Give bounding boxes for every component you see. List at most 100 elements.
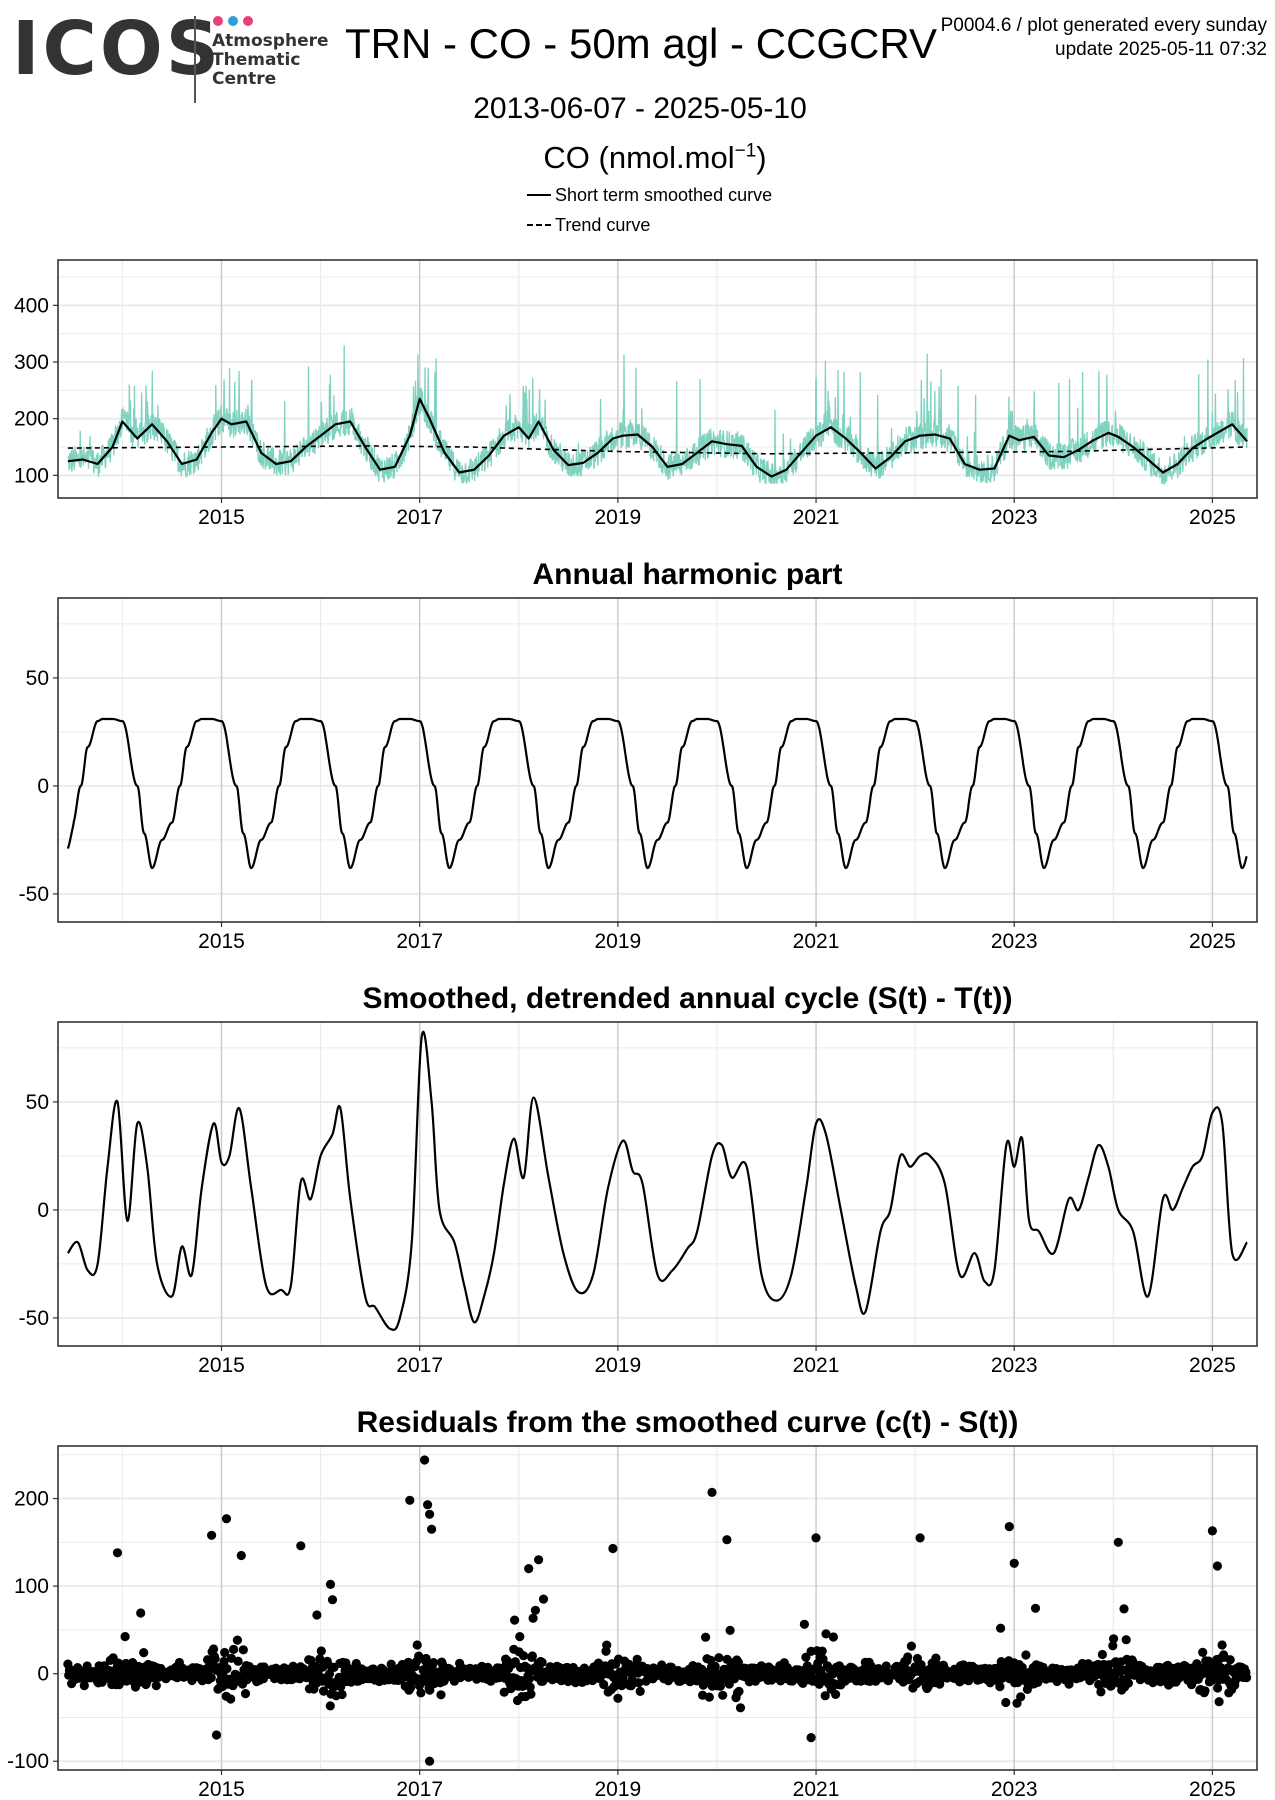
residual-point-outlier — [707, 1487, 717, 1497]
residual-point — [425, 1685, 435, 1695]
residual-point — [526, 1689, 536, 1699]
x-tick-label: 2021 — [793, 1778, 840, 1800]
residual-point — [903, 1652, 913, 1662]
residual-point-outlier — [112, 1548, 123, 1558]
residual-point-outlier — [915, 1533, 925, 1543]
x-tick-label: 2015 — [198, 1354, 245, 1377]
residual-point — [1217, 1640, 1227, 1650]
x-tick-label: 2017 — [396, 1778, 443, 1800]
x-tick-label: 2015 — [198, 1778, 245, 1800]
residual-point — [718, 1690, 728, 1700]
residual-point — [1030, 1603, 1041, 1613]
x-tick-label: 2021 — [793, 930, 840, 953]
residual-point — [412, 1640, 422, 1650]
panel-detrended-cycle: Smoothed, detrended annual cycle (S(t) -… — [19, 982, 1258, 1377]
panel-co-timeseries: 100 200 300 400 2015 2017 2019 2021 2023 2025 — [14, 259, 1258, 529]
legend-label-trend: Trend curve — [555, 214, 651, 235]
residual-point — [602, 1640, 612, 1650]
residual-point-outlier — [427, 1524, 437, 1534]
residual-point — [817, 1646, 827, 1656]
residual-point — [828, 1632, 839, 1642]
residual-point — [220, 1647, 230, 1658]
residual-point-outlier — [211, 1730, 222, 1740]
residual-point — [632, 1654, 642, 1664]
residual-point — [599, 1679, 609, 1690]
date-range: 2013-06-07 - 2025-05-10 — [473, 92, 807, 125]
y-tick-label: -50 — [19, 883, 49, 906]
residual-point — [1021, 1650, 1031, 1660]
residual-point — [1200, 1686, 1210, 1696]
panel-residuals: Residuals from the smoothed curve (c(t) … — [7, 1406, 1258, 1800]
residual-point — [325, 1701, 335, 1711]
residual-point-outlier — [1212, 1561, 1222, 1571]
panel-title: Residuals from the smoothed curve (c(t) … — [357, 1406, 1019, 1439]
residual-point — [136, 1608, 146, 1618]
x-tick-label: 2025 — [1189, 506, 1236, 529]
quantity-exponent: −1 — [734, 140, 757, 162]
residual-point — [1001, 1697, 1011, 1708]
residual-point — [1119, 1604, 1129, 1614]
panel-title: Smoothed, detrended annual cycle (S(t) -… — [362, 982, 1012, 1015]
residual-point — [635, 1686, 645, 1696]
residual-point — [831, 1689, 841, 1699]
residual-point — [1198, 1647, 1208, 1657]
residual-point-outlier — [420, 1455, 430, 1465]
meta-block: P0004.6 / plot generated every sunday up… — [941, 14, 1267, 62]
residual-point — [1213, 1683, 1223, 1693]
residual-point — [336, 1682, 346, 1692]
x-tick-label: 2021 — [793, 1354, 840, 1377]
page-title: TRN - CO - 50m agl - CCGCRV — [345, 20, 937, 67]
residual-point-outlier — [325, 1579, 336, 1589]
y-tick-label: -100 — [7, 1750, 49, 1773]
residual-point — [537, 1657, 547, 1667]
residual-point-outlier — [722, 1535, 732, 1545]
trend-curve — [67, 445, 1248, 455]
panel-title: Annual harmonic part — [532, 558, 842, 591]
y-tick-label: 0 — [37, 1663, 49, 1686]
residual-point — [82, 1661, 92, 1671]
residual-point — [79, 1681, 89, 1691]
x-tick-label: 2017 — [396, 506, 443, 529]
x-tick-label: 2019 — [595, 1778, 642, 1800]
residual-point — [1017, 1662, 1027, 1672]
legend-solid-line-icon — [527, 194, 551, 196]
logo-dot-blue — [228, 16, 238, 26]
residual-point — [312, 1610, 322, 1620]
residual-point — [714, 1653, 724, 1663]
residual-point — [1214, 1697, 1224, 1707]
annual-harmonic-curve — [66, 717, 1248, 870]
residual-point-outlier — [405, 1495, 415, 1505]
residual-point — [1108, 1641, 1118, 1651]
residual-point — [316, 1646, 326, 1656]
residual-point — [1123, 1678, 1133, 1688]
x-tick-label: 2023 — [991, 1354, 1038, 1377]
y-tick-label: 200 — [14, 408, 49, 431]
y-tick-label: 200 — [14, 1488, 49, 1511]
y-tick-label: 50 — [26, 667, 49, 690]
logo-dot-pink — [213, 16, 223, 26]
residual-point — [219, 1656, 229, 1667]
y-tick-label: 0 — [37, 1199, 49, 1222]
residual-point — [734, 1686, 744, 1696]
residual-point — [210, 1654, 220, 1664]
residual-point — [527, 1651, 538, 1661]
y-tick-label: 300 — [14, 351, 49, 374]
residual-point — [337, 1689, 347, 1700]
residual-point — [518, 1651, 529, 1661]
residual-point — [319, 1686, 329, 1696]
quantity-close: ) — [756, 140, 767, 175]
residual-point-outlier — [608, 1543, 618, 1554]
residual-point — [932, 1659, 942, 1670]
residual-point — [1096, 1687, 1106, 1697]
panel-frame — [57, 597, 1258, 923]
residual-point-outlier — [1009, 1558, 1019, 1568]
residual-point — [1109, 1634, 1119, 1644]
logo-line-1: Atmosphere — [212, 31, 329, 51]
residual-point-outlier — [296, 1541, 306, 1551]
meta-line-2: update 2025-05-11 07:32 — [1055, 39, 1267, 60]
residual-point — [429, 1658, 439, 1668]
y-tick-label: 400 — [14, 294, 49, 317]
residual-point — [206, 1673, 216, 1683]
residual-point — [524, 1674, 535, 1684]
x-tick-label: 2015 — [198, 506, 245, 529]
